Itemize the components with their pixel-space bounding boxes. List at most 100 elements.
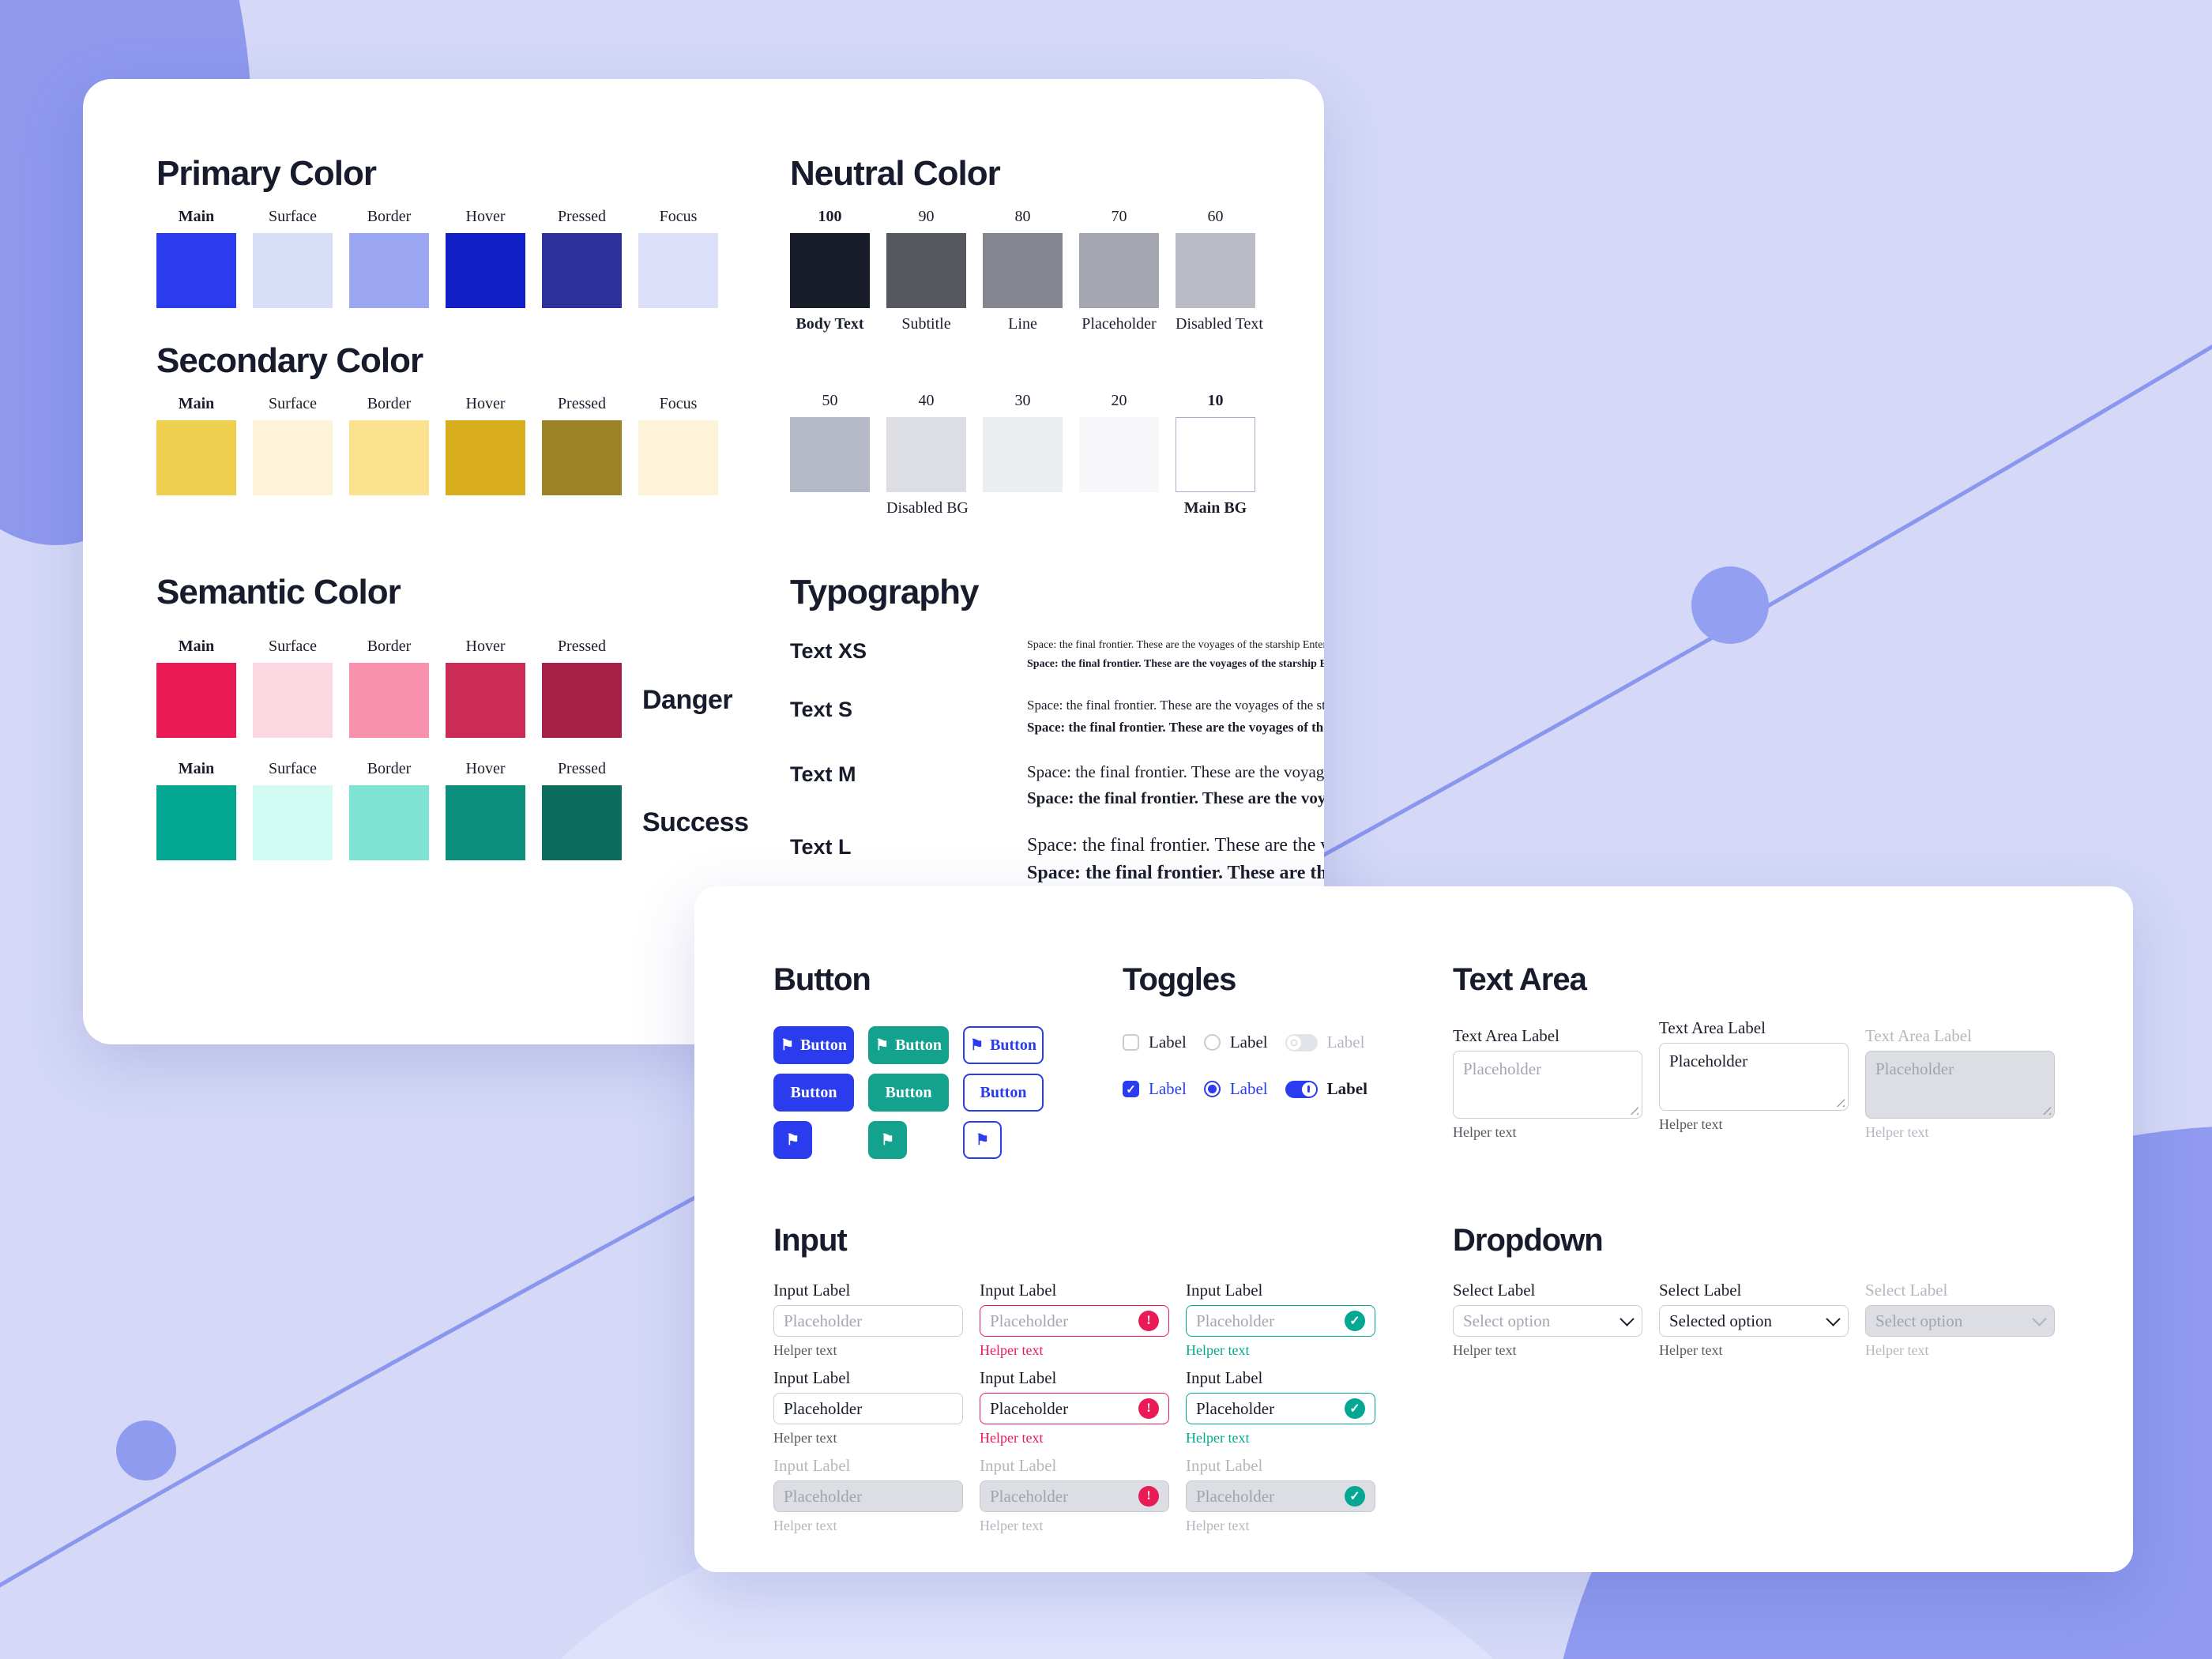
text-input[interactable]: Placeholder !: [980, 1393, 1169, 1424]
helper-text: Helper text: [1865, 1124, 1929, 1140]
textarea-input[interactable]: Placeholder: [1659, 1043, 1849, 1111]
color-swatch: [638, 420, 718, 495]
select[interactable]: Selected option: [1659, 1305, 1849, 1337]
typography-sample-bold: Space: the final frontier. These are the…: [1027, 863, 1324, 883]
text-input: Placeholder: [773, 1480, 963, 1512]
typography-sample: Space: the final frontier. These are the…: [1027, 639, 1324, 651]
swatch-caption: Line: [1008, 315, 1037, 333]
primary-button-with-icon[interactable]: ⚑ Button: [773, 1026, 854, 1064]
input-value: Placeholder: [1196, 1398, 1275, 1418]
semantic-color-section: Semantic Color Main Surface Border Hover…: [156, 573, 749, 860]
select[interactable]: Select option: [1453, 1305, 1642, 1337]
textarea-placeholder: Placeholder: [1463, 1059, 1542, 1078]
resize-handle-icon[interactable]: [1834, 1097, 1845, 1107]
swatch-state-label: Hover: [465, 638, 506, 655]
switch-off[interactable]: Label: [1285, 1033, 1364, 1052]
color-swatch: [1079, 233, 1159, 308]
background-circle-mid-right: [1691, 566, 1769, 644]
color-swatch: [349, 233, 429, 308]
primary-button[interactable]: Button: [773, 1074, 854, 1112]
input-error-disabled: Input Label Placeholder ! Helper text: [980, 1456, 1169, 1534]
typography-row: Text L Space: the final frontier. These …: [790, 835, 1324, 890]
helper-text: Helper text: [1659, 1342, 1723, 1358]
swatch-state-label: 80: [1014, 208, 1031, 225]
color-swatch: [638, 233, 718, 308]
input-success-disabled: Input Label Placeholder ✓ Helper text: [1186, 1456, 1375, 1534]
text-input[interactable]: Placeholder: [773, 1305, 963, 1337]
success-button[interactable]: Button: [868, 1074, 949, 1112]
select-placeholder: Select option: [1875, 1311, 1963, 1330]
checkbox-unchecked[interactable]: Label: [1123, 1033, 1187, 1052]
text-input[interactable]: Placeholder ✓: [1186, 1393, 1375, 1424]
section-title: Secondary Color: [156, 341, 423, 380]
dropdown-section: Dropdown Select Label Select option Help…: [1453, 1223, 2055, 1359]
color-swatch: [156, 420, 236, 495]
button-label: Button: [980, 1083, 1027, 1101]
error-icon: !: [1138, 1486, 1159, 1507]
typography-sample-bold: Space: the final frontier. These are the…: [1027, 658, 1324, 670]
color-swatch: [542, 233, 622, 308]
input-default: Input Label Placeholder Helper text: [773, 1281, 963, 1359]
select-value: Selected option: [1669, 1311, 1773, 1330]
color-swatch: [253, 233, 333, 308]
switch-on[interactable]: Label: [1285, 1079, 1367, 1099]
input-section: Input Input Label Placeholder Helper tex…: [773, 1223, 1375, 1534]
typography-row: Text M Space: the final frontier. These …: [790, 762, 1324, 814]
text-input[interactable]: Placeholder: [773, 1393, 963, 1424]
outline-icon-button[interactable]: ⚑: [963, 1121, 1002, 1159]
outline-button[interactable]: Button: [963, 1074, 1044, 1112]
swatch-state-label: Pressed: [557, 760, 607, 777]
color-swatch: [446, 785, 525, 860]
field-label: Text Area Label: [1865, 1026, 1972, 1045]
textarea-placeholder: Placeholder: [1875, 1059, 1954, 1078]
success-icon-button[interactable]: ⚑: [868, 1121, 907, 1159]
section-title: Semantic Color: [156, 573, 401, 611]
swatch-state-label: Main: [178, 395, 215, 412]
swatch-caption: Body Text: [796, 315, 864, 333]
typography-sample: Space: the final frontier. These are the…: [1027, 835, 1324, 856]
typography-sample: Space: the final frontier. These are the…: [1027, 698, 1324, 713]
swatch-state-label: Surface: [268, 638, 318, 655]
dropdown-disabled: Select Label Select option Helper text: [1865, 1281, 2055, 1359]
input-value: Placeholder: [990, 1398, 1069, 1418]
helper-text: Helper text: [1186, 1518, 1250, 1533]
color-swatch: [349, 420, 429, 495]
color-swatch: [253, 785, 333, 860]
input-success-filled: Input Label Placeholder ✓ Helper text: [1186, 1368, 1375, 1446]
swatch-state-label: Pressed: [557, 395, 607, 412]
color-swatch: [349, 663, 429, 738]
section-title: Button: [773, 962, 871, 997]
input-filled: Input Label Placeholder Helper text: [773, 1368, 963, 1446]
radio-checked[interactable]: Label: [1203, 1079, 1268, 1099]
resize-handle-icon[interactable]: [1628, 1104, 1638, 1115]
field-label: Input Label: [1186, 1456, 1263, 1475]
error-icon: !: [1138, 1398, 1159, 1419]
color-swatch: [1176, 417, 1255, 492]
outline-button-with-icon[interactable]: ⚑ Button: [963, 1026, 1044, 1064]
switch-icon: [1285, 1033, 1318, 1051]
checkbox-icon: [1123, 1034, 1139, 1051]
dropdown-default: Select Label Select option Helper text: [1453, 1281, 1642, 1359]
checkbox-checked[interactable]: ✓ Label: [1123, 1079, 1187, 1099]
color-swatch: [790, 417, 870, 492]
radio-unchecked[interactable]: Label: [1203, 1033, 1268, 1052]
field-label: Input Label: [773, 1281, 851, 1300]
flag-icon: ⚑: [970, 1036, 984, 1054]
chevron-down-icon: [1620, 1311, 1635, 1326]
helper-text: Helper text: [1186, 1342, 1250, 1358]
textarea-input[interactable]: Placeholder: [1453, 1051, 1642, 1119]
helper-text: Helper text: [980, 1518, 1044, 1533]
field-label: Input Label: [980, 1456, 1057, 1475]
text-input[interactable]: Placeholder !: [980, 1305, 1169, 1337]
text-input[interactable]: Placeholder ✓: [1186, 1305, 1375, 1337]
success-icon: ✓: [1345, 1398, 1365, 1419]
primary-icon-button[interactable]: ⚑: [773, 1121, 812, 1159]
color-swatch: [156, 785, 236, 860]
success-button-with-icon[interactable]: ⚑ Button: [868, 1026, 949, 1064]
field-label: Input Label: [773, 1456, 851, 1475]
textarea-disabled: Text Area Label Placeholder Helper text: [1865, 1026, 2055, 1141]
swatch-caption: [790, 499, 870, 517]
button-section: Button ⚑ Button ⚑ Button ⚑ Button Button: [773, 962, 1044, 1168]
switch-icon: [1285, 1080, 1318, 1098]
input-placeholder: Placeholder: [1196, 1486, 1275, 1506]
